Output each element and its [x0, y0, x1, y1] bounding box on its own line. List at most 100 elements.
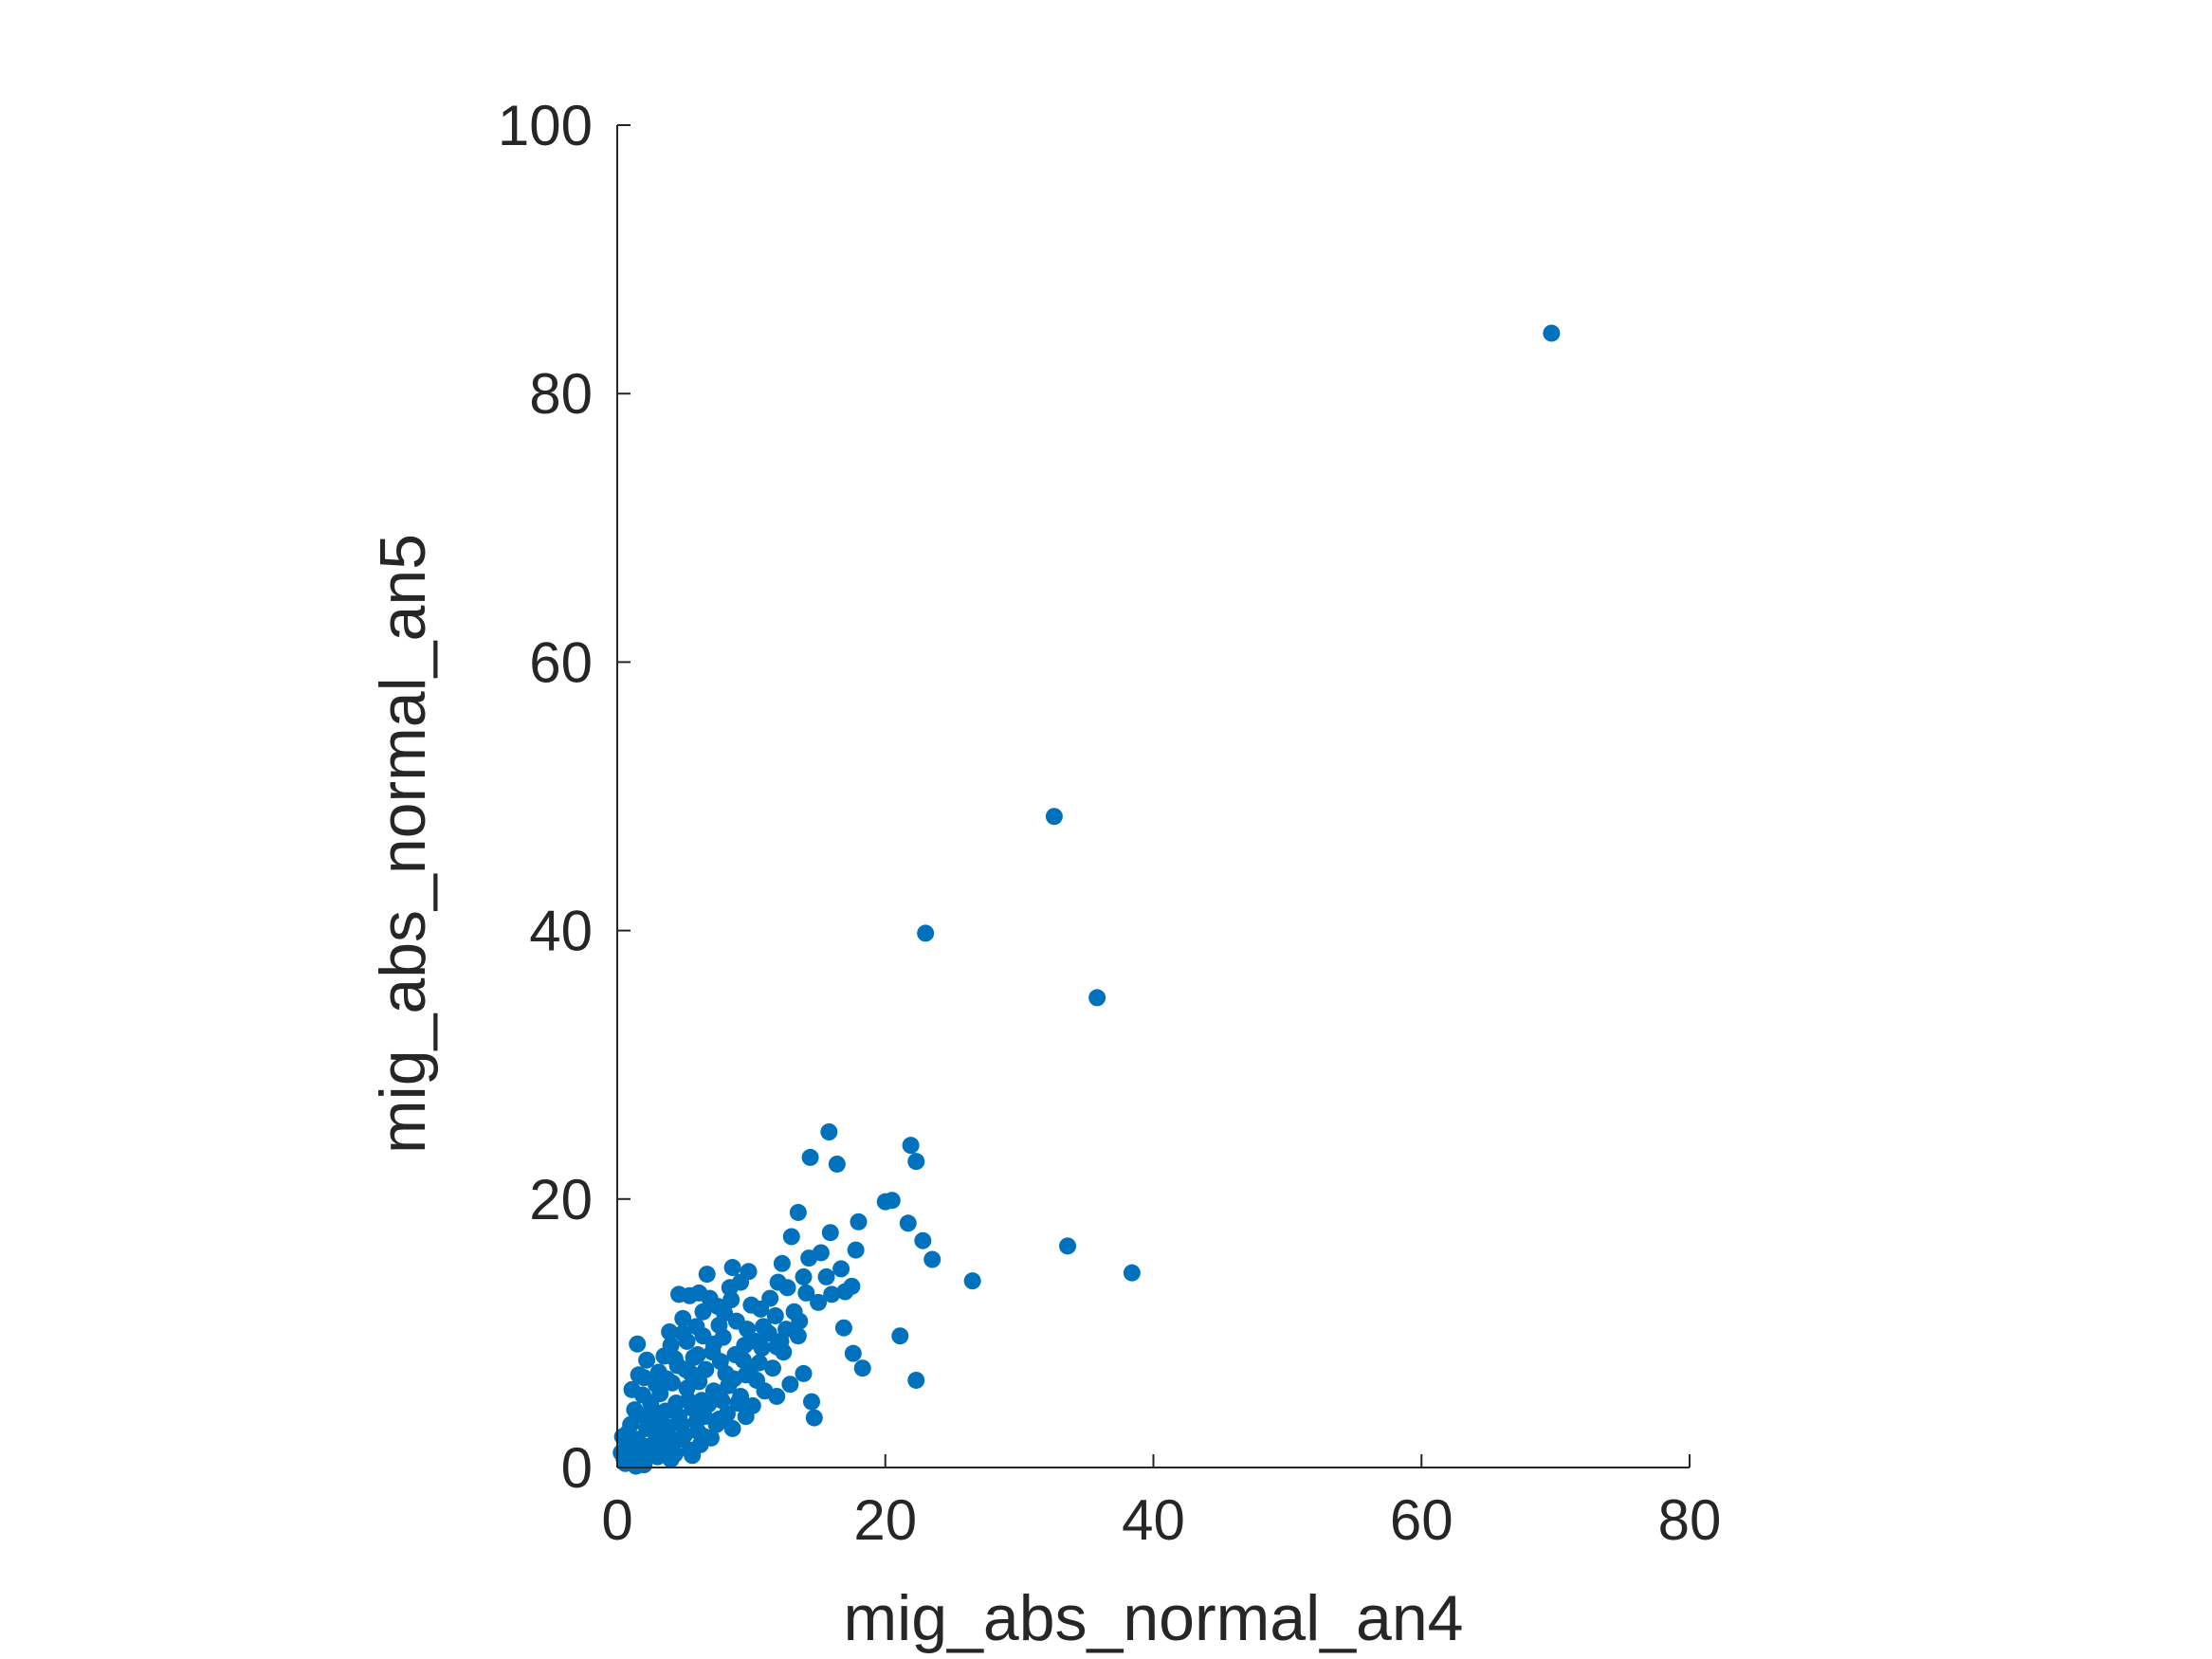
data-point: [661, 1322, 679, 1340]
data-point: [639, 1413, 657, 1431]
data-point: [1059, 1237, 1077, 1255]
data-point: [713, 1392, 731, 1410]
data-point: [750, 1354, 768, 1372]
data-point: [710, 1411, 728, 1429]
axes: 0 20 40 60 80 0 20 40 60 80 100: [498, 94, 1721, 1552]
data-point: [1088, 989, 1106, 1007]
data-point: [709, 1298, 727, 1316]
data-point: [629, 1335, 647, 1353]
data-point: [737, 1366, 755, 1384]
data-point: [768, 1338, 786, 1356]
data-point: [810, 1293, 828, 1311]
data-point: [899, 1214, 917, 1232]
data-point: [834, 1319, 852, 1337]
data-point: [795, 1364, 813, 1382]
data-point: [649, 1448, 667, 1466]
y-tick-label: 40: [529, 900, 593, 963]
data-point: [717, 1364, 735, 1382]
data-point: [714, 1328, 732, 1346]
x-axis-ticks: 0 20 40 60 80: [601, 1454, 1721, 1552]
y-tick-label: 100: [498, 94, 593, 157]
data-point: [847, 1241, 865, 1259]
data-point: [817, 1267, 835, 1285]
data-point: [674, 1324, 692, 1342]
x-tick-label: 20: [853, 1488, 917, 1552]
data-point: [963, 1272, 981, 1290]
data-point: [734, 1351, 752, 1369]
data-point: [773, 1254, 791, 1272]
data-point: [695, 1428, 713, 1446]
data-point: [781, 1376, 799, 1394]
data-point: [638, 1351, 656, 1369]
data-point: [723, 1419, 741, 1437]
data-point: [746, 1332, 764, 1350]
y-tick-label: 20: [529, 1168, 593, 1231]
x-tick-label: 40: [1122, 1488, 1185, 1552]
data-point: [832, 1260, 850, 1278]
x-tick-label: 60: [1390, 1488, 1453, 1552]
y-tick-label: 60: [529, 630, 593, 694]
data-point: [761, 1289, 779, 1307]
data-point: [766, 1306, 784, 1324]
data-point: [721, 1279, 739, 1297]
data-point: [694, 1327, 712, 1345]
data-point: [820, 1123, 838, 1140]
data-point: [677, 1360, 695, 1378]
data-point: [755, 1318, 773, 1336]
data-point: [782, 1228, 800, 1246]
data-point: [795, 1267, 813, 1285]
data-point: [685, 1348, 703, 1366]
data-point: [802, 1393, 820, 1411]
data-point: [917, 924, 935, 942]
y-tick-label: 80: [529, 362, 593, 426]
data-point: [694, 1303, 712, 1321]
data-point: [700, 1395, 718, 1413]
data-point: [907, 1371, 925, 1389]
data-point: [836, 1283, 854, 1301]
data-point: [791, 1312, 809, 1330]
data-point: [704, 1343, 722, 1361]
data-point: [674, 1309, 692, 1327]
data-point: [672, 1415, 690, 1433]
data-point: [623, 1380, 641, 1398]
data-point: [698, 1266, 716, 1284]
data-point: [805, 1409, 823, 1427]
data-point: [907, 1153, 925, 1171]
data-point: [763, 1359, 781, 1377]
data-point: [670, 1285, 688, 1304]
data-point: [690, 1373, 708, 1391]
data-point: [723, 1259, 741, 1277]
data-point: [768, 1387, 786, 1405]
data-point: [850, 1212, 868, 1231]
x-tick-label: 80: [1658, 1488, 1722, 1552]
data-point: [902, 1137, 920, 1155]
data-point: [800, 1249, 818, 1267]
y-axis-ticks: 0 20 40 60 80 100: [498, 94, 631, 1500]
data-point: [616, 1454, 634, 1472]
data-point: [684, 1447, 702, 1465]
scatter-points: [612, 324, 1561, 1475]
data-point: [662, 1450, 680, 1468]
data-point: [670, 1431, 688, 1449]
data-point: [1543, 324, 1561, 342]
data-point: [630, 1366, 648, 1384]
data-point: [891, 1327, 909, 1345]
data-point: [923, 1250, 941, 1268]
data-point: [1045, 808, 1063, 826]
data-point: [823, 1285, 841, 1304]
data-point: [679, 1392, 697, 1410]
data-point: [729, 1395, 747, 1413]
data-point: [801, 1148, 819, 1166]
data-point: [876, 1193, 894, 1211]
y-tick-label: 0: [561, 1436, 593, 1500]
x-axis-label: mig_abs_normal_an4: [844, 1582, 1464, 1654]
data-point: [624, 1441, 642, 1459]
data-point: [821, 1224, 839, 1242]
data-point: [828, 1155, 846, 1173]
data-point: [1123, 1264, 1141, 1282]
data-point: [687, 1413, 705, 1431]
data-point: [769, 1273, 787, 1291]
data-point: [727, 1312, 745, 1330]
data-point: [844, 1344, 862, 1362]
